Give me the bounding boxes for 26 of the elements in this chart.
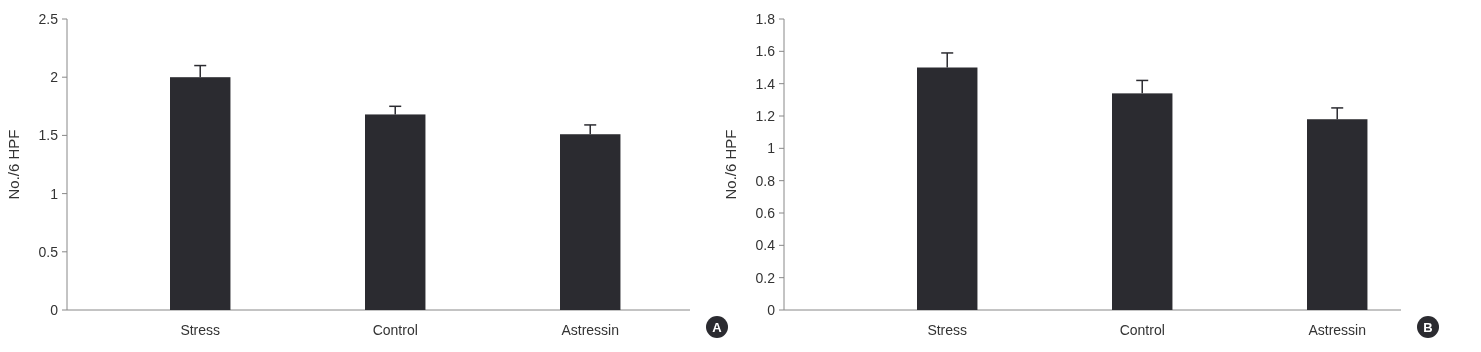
x-tick-label: Astressin [561,322,620,338]
y-tick-label: 0.8 [755,172,776,189]
y-tick-label: 0.5 [38,243,59,260]
x-tick-label: Stress [180,322,221,338]
y-axis-title: No./6 HPF [5,129,22,200]
y-tick-label: 0.2 [755,269,776,286]
y-tick-label: 2 [50,69,59,86]
y-tick-label: 0 [50,301,59,318]
y-tick-label: 1.8 [755,10,776,27]
y-tick-label: 1.2 [755,107,776,124]
y-tick-label: 1 [50,185,59,202]
x-tick-label: Astressin [1308,322,1367,338]
text: B [1423,319,1433,335]
y-tick-label: 1 [767,140,776,157]
y-axis-title: No./6 HPF [722,129,739,200]
y-tick-label: 0 [767,301,776,318]
y-tick-label: 1.6 [755,43,776,60]
y-tick-label: 0.6 [755,204,776,221]
x-tick-label: Stress [927,322,968,338]
x-tick-label: Control [1119,322,1165,338]
x-tick-label: Control [372,322,418,338]
text: A [712,319,723,335]
y-tick-label: 2.5 [38,10,59,27]
y-tick-label: 0.4 [755,237,776,254]
y-tick-label: 1.5 [38,127,59,144]
y-tick-label: 1.4 [755,75,776,92]
